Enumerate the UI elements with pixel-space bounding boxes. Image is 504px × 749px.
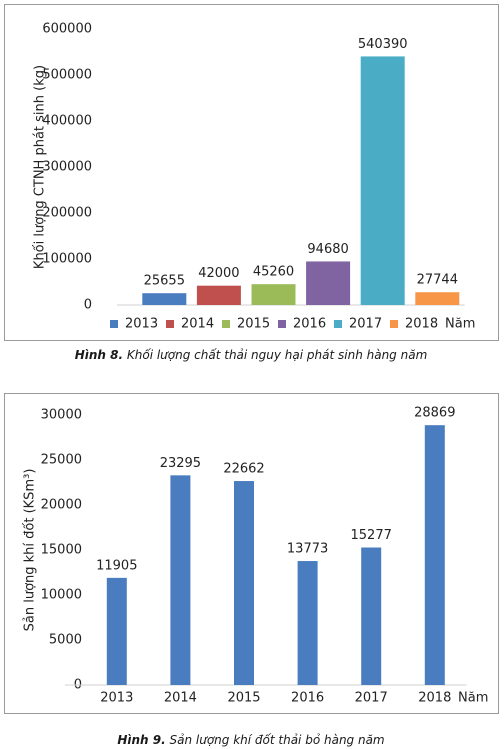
value-label: 540390 [358,37,408,52]
bar [106,577,127,685]
legend-swatch [222,320,230,328]
caption: Hình 8. Khối lượng chất thải nguy hại ph… [75,348,428,362]
bar [142,293,187,305]
bar [251,284,296,305]
legend-swatch [334,320,342,328]
legend-label: 2018 [405,317,438,332]
y-tick-label: 20000 [41,498,82,513]
y-tick-label: 15000 [41,543,82,558]
value-label: 45260 [253,265,294,280]
bar [170,475,191,685]
legend-label: 2015 [237,317,270,332]
x-tick-label: 2013 [100,691,133,706]
chart-frame [4,4,499,341]
y-tick-label: 200000 [42,206,92,221]
y-tick-label: 0 [84,298,92,313]
value-label: 22662 [223,462,264,477]
x-axis-label: Năm [445,317,475,332]
caption-label: Hình 8. [75,348,123,362]
caption-label: Hình 9. [117,733,165,747]
y-axis-label: Khối lượng CTNH phát sinh (kg) [33,65,48,269]
bar [361,547,382,685]
value-label: 25655 [144,274,185,289]
value-label: 13773 [287,542,328,557]
value-label: 23295 [160,456,201,471]
bar [424,425,445,685]
y-tick-label: 5000 [49,633,82,648]
x-tick-label: 2014 [164,691,197,706]
legend-label: 2016 [293,317,326,332]
y-tick-label: 25000 [41,453,82,468]
value-label: 94680 [307,242,348,257]
caption-text: Khối lượng chất thải nguy hại phát sinh … [123,348,427,362]
bar [360,56,405,306]
legend-swatch [278,320,286,328]
legend-swatch [390,320,398,328]
value-label: 27744 [417,273,458,288]
legend-label: 2017 [349,317,382,332]
caption: Hình 9. Sản lượng khí đốt thải bỏ hàng n… [117,733,384,747]
legend-swatch [110,320,118,328]
value-label: 11905 [96,558,137,573]
bar [196,285,241,305]
caption-text: Sản lượng khí đốt thải bỏ hàng năm [166,733,385,747]
value-label: 42000 [198,266,239,281]
y-tick-label: 400000 [42,114,92,129]
y-tick-label: 300000 [42,160,92,175]
y-tick-label: 600000 [42,22,92,37]
legend-label: 2014 [181,317,214,332]
bar [415,292,460,305]
legend-swatch [166,320,174,328]
bar [306,261,351,305]
x-tick-label: 2018 [418,691,451,706]
bar [234,481,254,685]
x-tick-label: 2016 [291,691,324,706]
y-tick-label: 30000 [41,408,82,423]
value-label: 15277 [351,528,392,543]
legend-label: 2013 [125,317,158,332]
bar [297,561,318,685]
y-tick-label: 100000 [42,252,92,267]
value-label: 28869 [414,406,455,421]
y-axis-label: Sản lượng khí đốt (KSm³) [23,469,38,632]
x-tick-label: 2017 [355,691,388,706]
chart-frame [4,393,499,714]
y-tick-label: 10000 [41,588,82,603]
x-axis-label: Năm [458,691,488,706]
x-tick-label: 2015 [227,691,260,706]
y-tick-label: 500000 [42,68,92,83]
